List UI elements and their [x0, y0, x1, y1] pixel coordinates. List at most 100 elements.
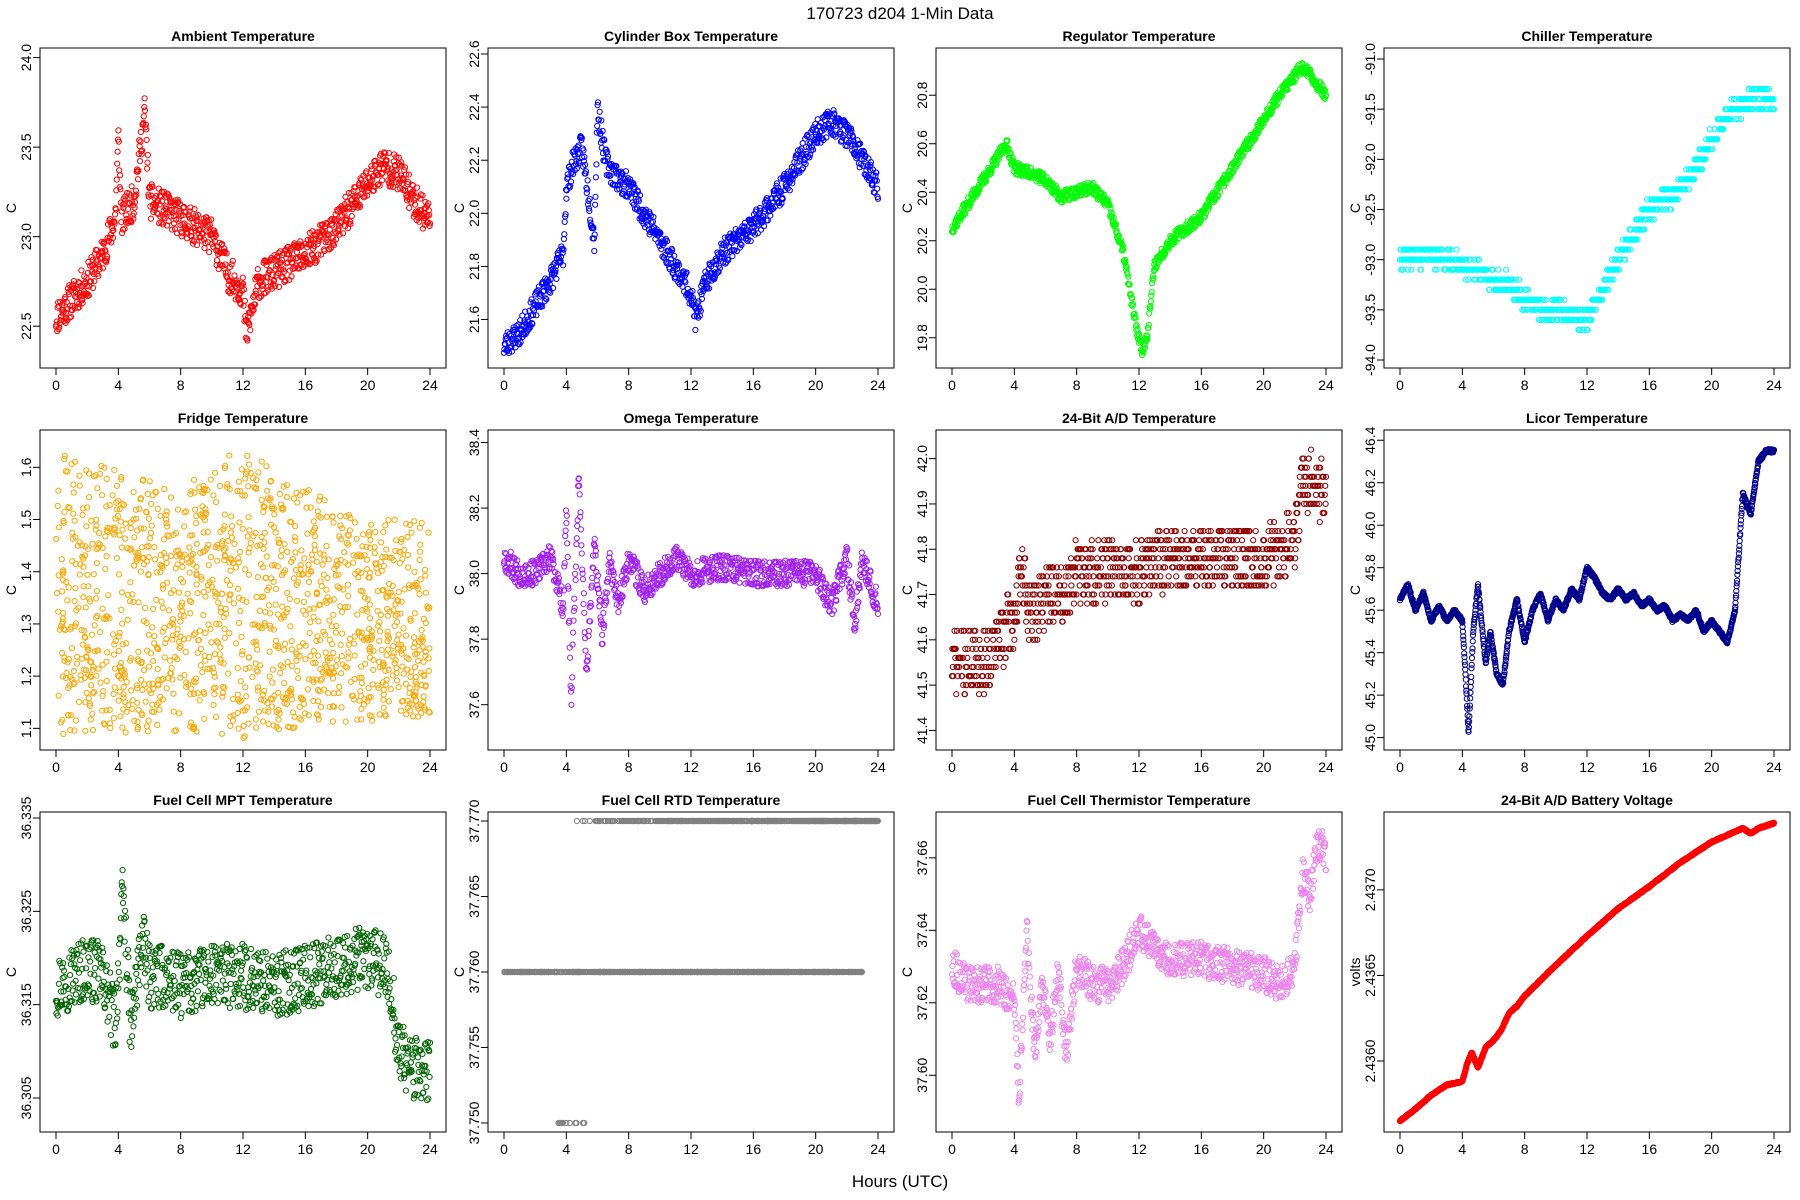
data-point: [364, 192, 371, 199]
data-point: [74, 305, 82, 312]
data-point: [212, 499, 220, 506]
data-point: [96, 530, 103, 537]
data-point: [112, 211, 119, 218]
data-point: [420, 693, 427, 700]
data-point: [585, 205, 593, 212]
data-point: [381, 149, 388, 156]
data-point: [228, 534, 235, 542]
data-point: [591, 231, 598, 238]
data-point: [339, 630, 346, 637]
data-point: [238, 466, 245, 473]
data-point: [329, 234, 336, 242]
data-point: [378, 647, 385, 654]
data-point: [122, 520, 129, 527]
data-point: [254, 266, 261, 273]
data-point: [416, 556, 423, 564]
data-point: [139, 686, 146, 694]
data-point: [351, 675, 358, 683]
data-point: [288, 662, 295, 670]
data-point: [402, 171, 409, 178]
data-point: [317, 703, 325, 710]
data-points: [52, 95, 434, 344]
data-point: [186, 544, 193, 551]
data-point: [149, 624, 156, 631]
data-point: [197, 662, 204, 669]
data-point: [395, 154, 402, 161]
data-point: [221, 511, 228, 518]
data-point: [221, 684, 228, 692]
data-point: [64, 597, 71, 604]
data-point: [177, 612, 184, 619]
data-point: [84, 290, 91, 297]
data-point: [186, 208, 193, 215]
data-point: [150, 605, 157, 613]
data-point: [136, 137, 143, 144]
data-point: [411, 610, 418, 617]
data-point: [239, 274, 246, 281]
data-point: [365, 685, 372, 692]
data-point: [151, 544, 158, 551]
data-point: [117, 172, 124, 179]
data-point: [57, 317, 64, 324]
data-point: [55, 608, 62, 615]
data-point: [592, 201, 599, 208]
data-point: [254, 668, 261, 675]
data-point: [154, 505, 161, 513]
data-point: [196, 627, 204, 634]
data-point: [586, 195, 593, 202]
data-point: [53, 535, 60, 543]
data-point: [553, 275, 560, 282]
data-point: [288, 638, 295, 645]
x-tick-label: 16: [298, 377, 314, 393]
data-point: [214, 557, 221, 564]
data-point: [394, 677, 401, 684]
data-point: [1453, 246, 1460, 253]
data-point: [402, 632, 410, 639]
data-point: [109, 492, 116, 499]
data-point: [182, 648, 189, 656]
data-point: [89, 284, 97, 292]
data-point: [242, 684, 249, 691]
data-point: [169, 226, 176, 233]
x-tick-label: 4: [114, 377, 122, 393]
x-tick-label: 4: [1010, 377, 1018, 393]
data-point: [131, 534, 138, 541]
data-point: [174, 626, 181, 633]
data-point: [272, 637, 280, 644]
data-point: [577, 133, 585, 140]
data-point: [241, 297, 248, 304]
data-point: [79, 296, 86, 303]
data-point: [104, 649, 111, 656]
data-point: [245, 571, 252, 578]
x-tick-label: 0: [1396, 377, 1404, 393]
y-tick-label: 20.4: [914, 178, 930, 205]
data-point: [281, 680, 288, 687]
data-point: [253, 593, 260, 601]
data-point: [191, 238, 198, 245]
data-point: [344, 581, 351, 588]
data-point: [60, 609, 67, 617]
y-tick-label: 20.8: [914, 81, 930, 108]
data-point: [371, 550, 378, 557]
y-tick-label: -91.0: [1362, 43, 1378, 75]
data-point: [329, 222, 336, 229]
data-point: [337, 641, 344, 649]
data-point: [404, 551, 411, 559]
data-point: [590, 235, 598, 242]
data-point: [139, 147, 146, 154]
data-point: [562, 211, 569, 218]
data-point: [70, 667, 78, 675]
data-point: [144, 647, 151, 654]
data-point: [93, 672, 100, 679]
data-point: [332, 236, 340, 243]
data-point: [191, 630, 198, 637]
data-point: [149, 183, 156, 190]
data-point: [87, 716, 94, 723]
data-point: [326, 636, 333, 644]
data-point: [103, 475, 110, 483]
panel-title: Cylinder Box Temperature: [604, 28, 778, 44]
data-point: [186, 569, 193, 576]
data-point: [561, 218, 568, 225]
x-tick-label: 20: [1256, 377, 1272, 393]
